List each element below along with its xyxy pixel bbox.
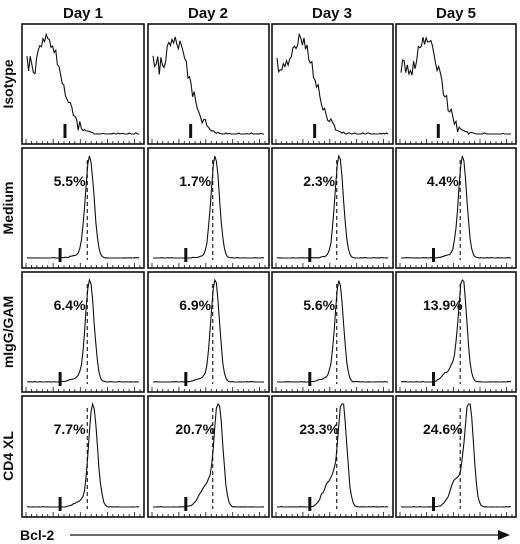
percentage-label-r2c2: 1.7% — [179, 173, 211, 189]
percentage-label-r2c4: 4.4% — [427, 173, 459, 189]
gate-marker-r3c1 — [58, 372, 62, 386]
percentage-label-r2c1: 5.5% — [54, 173, 86, 189]
panel-frame-r2c4 — [395, 147, 517, 269]
gate-marker-r4c2 — [184, 497, 188, 511]
panel-frame-r1c2 — [147, 23, 270, 145]
percentage-label-r3c2: 6.9% — [179, 297, 211, 313]
gate-marker-r1c1 — [63, 124, 67, 138]
panel-frame-r2c2 — [147, 147, 270, 269]
percentage-label-r4c3: 23.3% — [299, 421, 339, 437]
percentage-label-r3c4: 13.9% — [423, 297, 463, 313]
gate-marker-r4c4 — [432, 497, 435, 511]
gate-marker-r2c1 — [58, 248, 62, 262]
panel-frame-r1c4 — [395, 23, 517, 145]
row-label-cd4-xl: CD4 XL — [0, 431, 16, 481]
histogram-curve-r4c4 — [400, 403, 512, 508]
x-axis-title: Bcl-2 — [20, 527, 54, 543]
gate-marker-r2c3 — [308, 248, 312, 262]
histogram-curve-r2c2 — [153, 155, 265, 259]
panel-frame-r4c3 — [271, 395, 394, 518]
panel-frame-r1c3 — [271, 23, 394, 145]
gate-marker-r1c2 — [189, 124, 193, 138]
gate-marker-r1c3 — [313, 124, 317, 138]
column-label-day-3: Day 3 — [312, 5, 352, 22]
gate-marker-r3c3 — [308, 372, 312, 386]
gate-marker-r4c3 — [308, 497, 312, 511]
percentage-label-r4c1: 7.7% — [54, 421, 86, 437]
panel-frame-r3c2 — [147, 271, 270, 393]
percentage-label-r4c4: 24.6% — [423, 421, 463, 437]
histogram-curve-r2c1 — [26, 155, 140, 259]
column-label-day-5: Day 5 — [436, 5, 476, 22]
panel-frame-r1c1 — [21, 23, 145, 145]
row-label-isotype: Isotype — [0, 59, 16, 108]
row-label-migg-gam: mIgG/GAM — [0, 296, 16, 368]
histogram-curve-r3c2 — [153, 278, 265, 383]
percentage-label-r3c1: 6.4% — [54, 297, 86, 313]
panel-frame-r4c1 — [21, 395, 145, 518]
panel-frame-r3c4 — [395, 271, 517, 393]
panel-frame-r2c3 — [271, 147, 394, 269]
panel-frame-r2c1 — [21, 147, 145, 269]
gate-marker-r3c4 — [432, 372, 435, 386]
panel-frame-r3c3 — [271, 271, 394, 393]
histogram-curve-r4c1 — [26, 401, 140, 508]
column-label-day-2: Day 2 — [188, 5, 228, 22]
histogram-curve-r3c4 — [400, 279, 512, 383]
histogram-curve-r1c3 — [276, 32, 389, 135]
gate-marker-r3c2 — [184, 372, 188, 386]
row-label-medium: Medium — [0, 182, 16, 235]
histogram-curve-r3c1 — [26, 278, 140, 383]
histogram-curve-r2c4 — [401, 156, 512, 259]
panel-frame-r4c4 — [395, 395, 517, 518]
percentage-label-r3c3: 5.6% — [303, 297, 335, 313]
gate-marker-r2c2 — [184, 248, 188, 262]
gate-marker-r2c4 — [432, 248, 435, 262]
histogram-curve-r4c2 — [153, 402, 265, 508]
gate-marker-r4c1 — [58, 497, 62, 511]
histogram-curve-r1c1 — [26, 32, 139, 135]
percentage-label-r2c3: 2.3% — [303, 173, 335, 189]
histogram-curve-r4c3 — [276, 403, 389, 508]
histogram-curve-r2c3 — [276, 154, 389, 259]
histogram-curve-r1c2 — [152, 36, 264, 135]
histogram-curve-r3c3 — [276, 280, 389, 383]
gate-marker-r1c4 — [436, 124, 440, 138]
panel-frame-r4c2 — [147, 395, 270, 518]
column-label-day-1: Day 1 — [63, 5, 103, 22]
histogram-curve-r1c4 — [400, 35, 511, 135]
panel-frame-r3c1 — [21, 271, 145, 393]
percentage-label-r4c2: 20.7% — [175, 421, 215, 437]
x-axis-arrow-head — [498, 530, 510, 540]
